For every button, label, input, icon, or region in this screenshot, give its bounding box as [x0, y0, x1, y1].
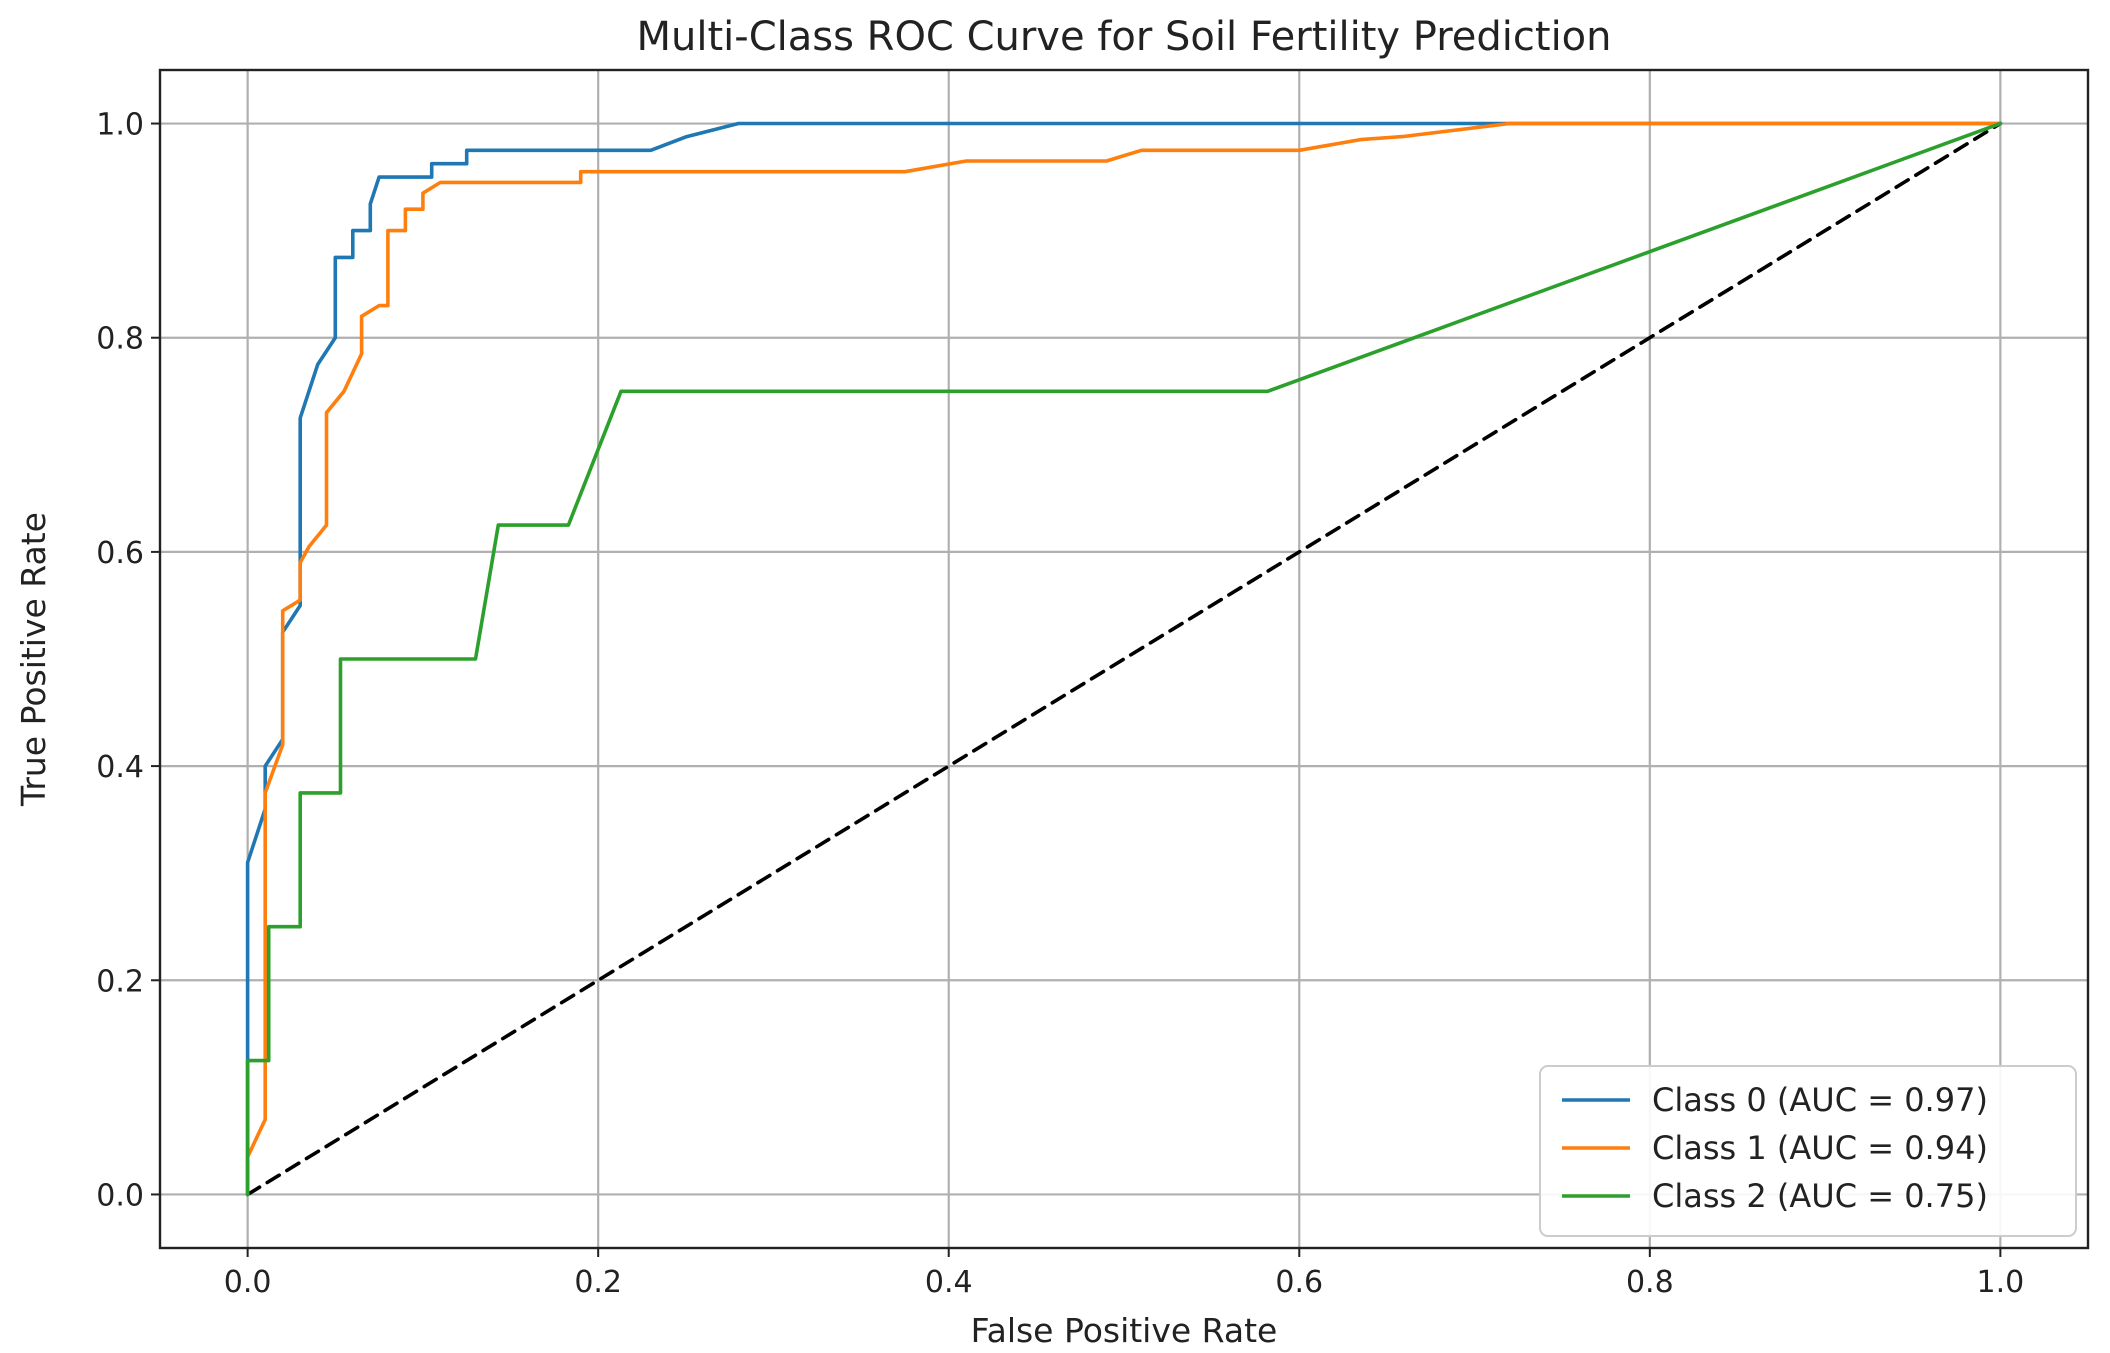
y-tick-label: 0.8 — [96, 322, 144, 357]
y-axis-label: True Positive Rate — [14, 512, 53, 807]
grid — [160, 70, 2088, 1248]
y-tick-label: 0.4 — [96, 750, 144, 785]
roc-curve-class-2 — [245, 121, 2003, 1197]
legend: Class 0 (AUC = 0.97) Class 1 (AUC = 0.94)… — [1539, 1065, 2077, 1237]
x-axis-label: False Positive Rate — [971, 1311, 1278, 1350]
legend-entry-label: Class 2 (AUC = 0.75) — [1652, 1177, 1988, 1215]
x-tick-label: 0.0 — [224, 1265, 272, 1300]
axis-ticks: 0.0 0.2 0.4 0.6 0.8 1.0 0.0 0.2 0.4 0.6 0.8 1.0 — [96, 108, 2024, 1300]
x-tick-label: 0.6 — [1275, 1265, 1323, 1300]
x-tick-label: 1.0 — [1977, 1265, 2025, 1300]
plot-frame — [158, 68, 2090, 1250]
roc-curve-class-0 — [245, 121, 2003, 1197]
x-tick-label: 0.8 — [1626, 1265, 1674, 1300]
y-tick-label: 0.0 — [96, 1178, 144, 1213]
legend-box — [1539, 1065, 2077, 1237]
chart-title: Multi-Class ROC Curve for Soil Fertility… — [637, 14, 1612, 60]
y-tick-label: 0.6 — [96, 536, 144, 571]
roc-curve-class-1 — [245, 121, 2003, 1197]
legend-entry-label: Class 0 (AUC = 0.97) — [1652, 1081, 1988, 1119]
plot-series — [245, 121, 2003, 1197]
y-tick-label: 1.0 — [96, 108, 144, 143]
legend-entry-label: Class 1 (AUC = 0.94) — [1652, 1129, 1988, 1167]
y-tick-label: 0.2 — [96, 964, 144, 999]
x-tick-label: 0.2 — [574, 1265, 622, 1300]
chance-diagonal-line — [245, 121, 2003, 1197]
x-tick-label: 0.4 — [925, 1265, 973, 1300]
